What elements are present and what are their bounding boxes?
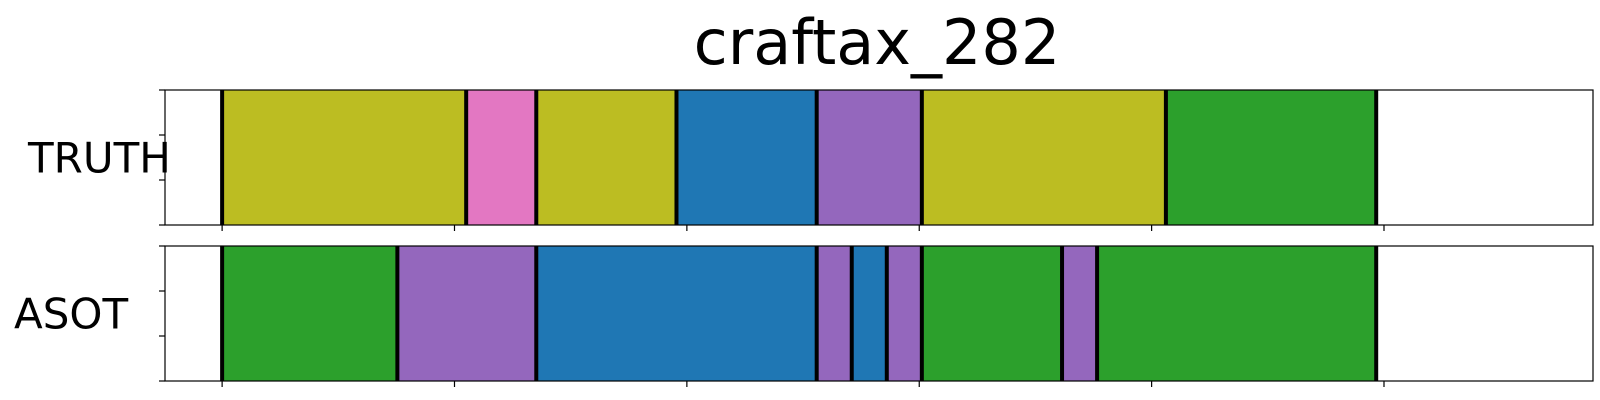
segment-truth-0 <box>165 90 223 225</box>
segment-truth-6 <box>921 90 1166 225</box>
segment-asot-7 <box>921 246 1063 381</box>
segment-truth-5 <box>816 90 922 225</box>
axes-frame <box>164 89 1594 226</box>
segment-asot-5 <box>851 246 887 381</box>
row-label-truth: TRUTH <box>27 134 171 183</box>
segment-truth-7 <box>1165 90 1377 225</box>
row-label-asot: ASOT <box>14 290 128 339</box>
segment-truth-1 <box>222 90 467 225</box>
segment-asot-2 <box>397 246 537 381</box>
segment-asot-8 <box>1062 246 1098 381</box>
segment-truth-2 <box>466 90 537 225</box>
segment-asot-3 <box>536 246 817 381</box>
segment-truth-3 <box>536 90 677 225</box>
segment-asot-9 <box>1097 246 1377 381</box>
segment-truth-4 <box>676 90 817 225</box>
rows-layer: TRUTH ASOT <box>14 89 1594 387</box>
segment-asot-0 <box>165 246 223 381</box>
segment-asot-10 <box>1376 246 1593 381</box>
segment-asot-4 <box>816 246 852 381</box>
row-truth: TRUTH <box>27 89 1594 231</box>
chart-title: craftax_282 <box>694 6 1061 79</box>
segment-asot-1 <box>222 246 398 381</box>
segment-truth-8 <box>1376 90 1593 225</box>
segment-asot-6 <box>886 246 922 381</box>
row-asot: ASOT <box>14 245 1594 387</box>
axes-frame <box>164 245 1594 382</box>
